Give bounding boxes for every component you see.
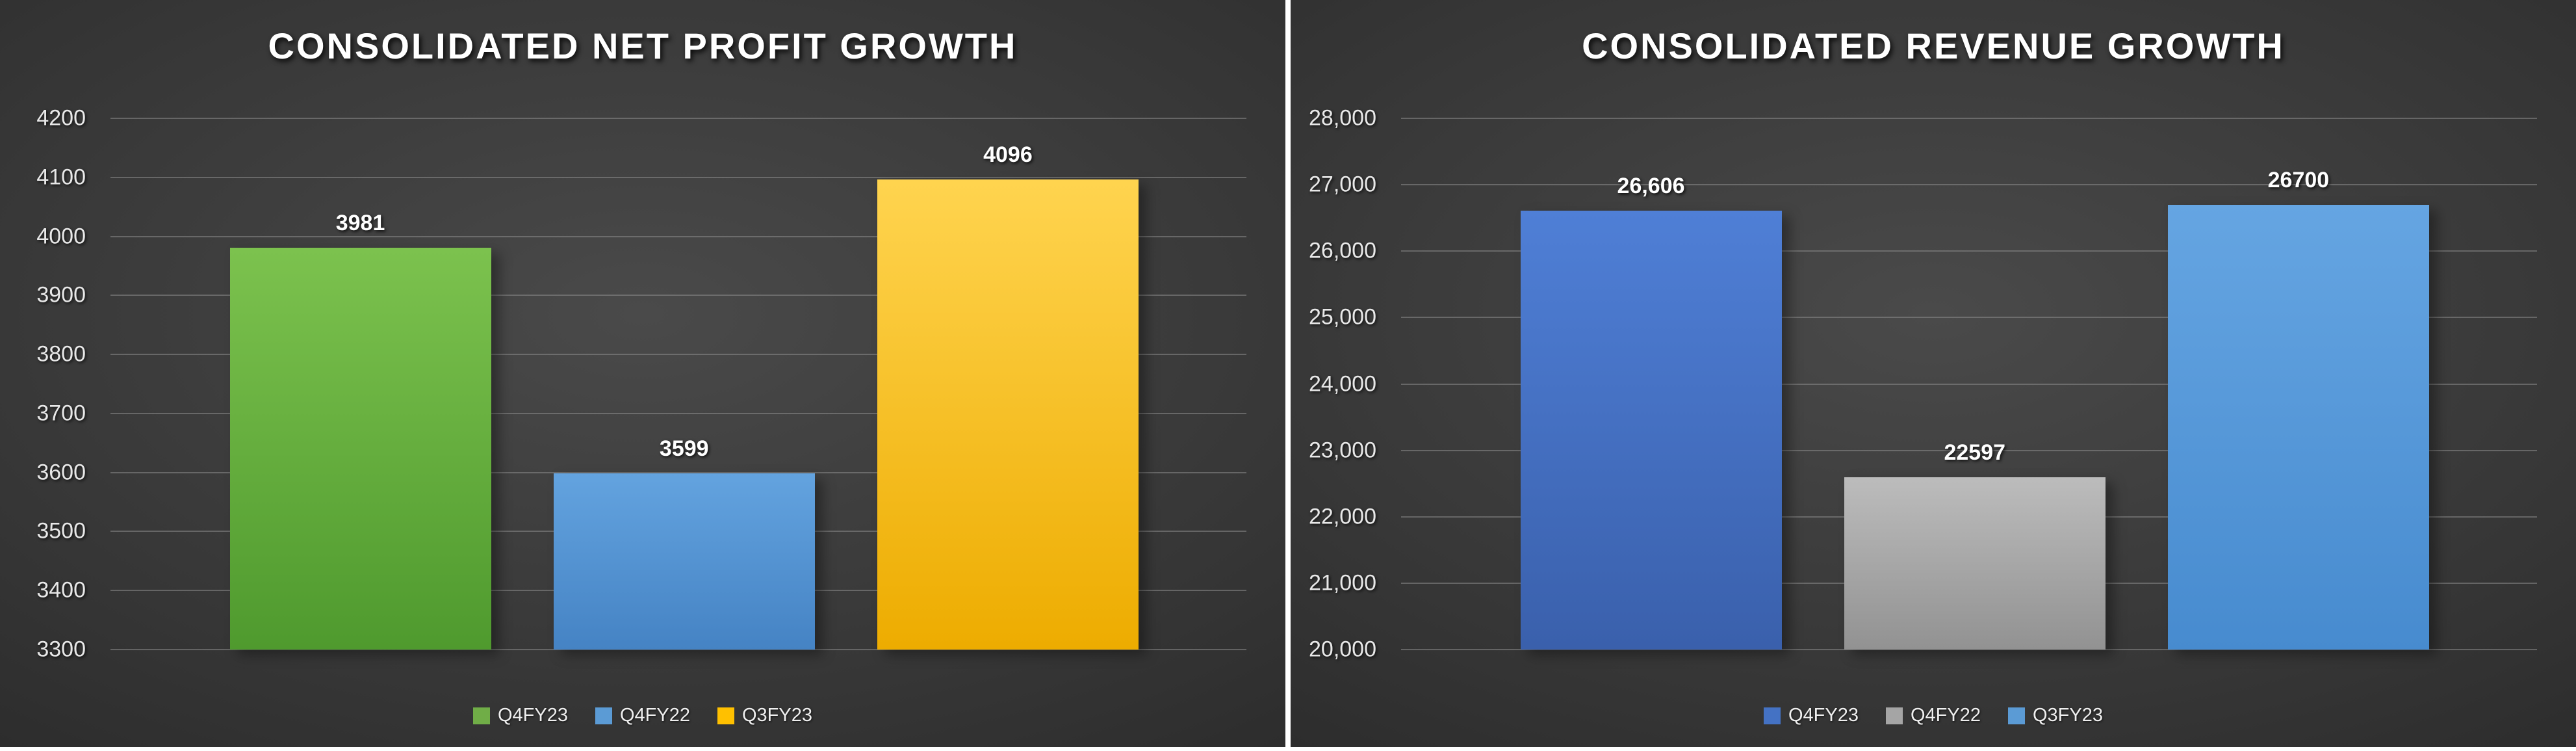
y-tick-label: 21,000 [1309,570,1376,596]
bar-q4fy23 [1520,211,1782,650]
legend-swatch [2008,707,2025,724]
gridline [1401,184,2537,186]
plot-area: 3981 3599 4096 [110,118,1246,650]
bar-data-label: 4096 [983,142,1033,168]
legend-item-q4fy22: Q4FY22 [595,705,690,726]
plot-area: 26,606 22597 26700 [1401,118,2537,650]
legend-swatch [473,707,490,724]
chart-title: CONSOLIDATED NET PROFIT GROWTH [268,25,1018,66]
legend-item-q3fy23: Q3FY23 [2008,705,2103,726]
legend-label: Q4FY22 [1911,705,1981,726]
y-tick-label: 3900 [36,282,86,308]
gridline [110,412,1246,414]
y-tick-label: 26,000 [1309,238,1376,263]
legend-item-q4fy23: Q4FY23 [473,705,568,726]
bar-q3fy23 [877,179,1139,650]
y-tick-label: 24,000 [1309,371,1376,396]
bar-data-label: 26,606 [1617,174,1685,199]
bar-q4fy22 [553,473,815,650]
net-profit-growth-chart: CONSOLIDATED NET PROFIT GROWTH 3300 3400 3… [0,0,1285,747]
legend-item-q4fy23: Q4FY23 [1764,705,1859,726]
gridline [1401,449,2537,451]
legend-label: Q4FY23 [498,705,568,726]
y-tick-label: 23,000 [1309,438,1376,463]
legend: Q4FY23 Q4FY22 Q3FY23 [0,705,1285,726]
gridline [110,118,1246,119]
y-tick-label: 3700 [36,401,86,426]
legend-swatch [717,707,734,724]
y-tick-label: 4000 [36,224,86,249]
y-tick-label: 3300 [36,637,86,662]
legend-label: Q3FY23 [2033,705,2103,726]
gridline [1401,317,2537,319]
y-tick-label: 27,000 [1309,172,1376,197]
y-tick-label: 3400 [36,577,86,603]
y-tick-label: 3500 [36,518,86,544]
legend-label: Q4FY22 [620,705,690,726]
y-axis: 3300 3400 3500 3600 3700 3800 3900 4000 4100 4200 [0,106,97,662]
legend-label: Q4FY23 [1788,705,1859,726]
legend-item-q4fy22: Q4FY22 [1886,705,1981,726]
legend-item-q3fy23: Q3FY23 [717,705,812,726]
chart-title: CONSOLIDATED REVENUE GROWTH [1582,25,2285,66]
y-tick-label: 3600 [36,460,86,485]
bar-data-label: 3599 [659,436,709,461]
y-tick-label: 25,000 [1309,304,1376,330]
bar-q4fy23 [229,247,491,650]
gridline [110,471,1246,473]
gridline [1401,118,2537,119]
legend-swatch [595,707,612,724]
bar-data-label: 26700 [2267,167,2330,192]
gridline [110,176,1246,178]
y-tick-label: 4200 [36,105,86,131]
y-tick-label: 22,000 [1309,504,1376,529]
gridline [1401,649,2537,650]
y-tick-label: 3800 [36,341,86,367]
bar-q3fy23 [2167,204,2429,650]
legend-swatch [1764,707,1781,724]
gridline [110,649,1246,650]
gridline [1401,250,2537,252]
y-tick-label: 20,000 [1309,637,1376,662]
bar-data-label: 22597 [1944,440,2006,465]
gridline [110,295,1246,296]
y-axis: 20,000 21,000 22,000 23,000 24,000 25,000 26,0… [1291,106,1388,662]
gridline [110,354,1246,356]
bar-data-label: 3981 [335,210,385,235]
gridline [1401,383,2537,385]
legend: Q4FY23 Q4FY22 Q3FY23 [1291,705,2576,726]
revenue-growth-chart: CONSOLIDATED REVENUE GROWTH 20,000 21,000… [1291,0,2576,747]
legend-label: Q3FY23 [742,705,812,726]
y-tick-label: 28,000 [1309,105,1376,131]
legend-swatch [1886,707,1903,724]
bar-q4fy22 [1844,477,2106,650]
gridline [110,235,1246,237]
y-tick-label: 4100 [36,165,86,190]
